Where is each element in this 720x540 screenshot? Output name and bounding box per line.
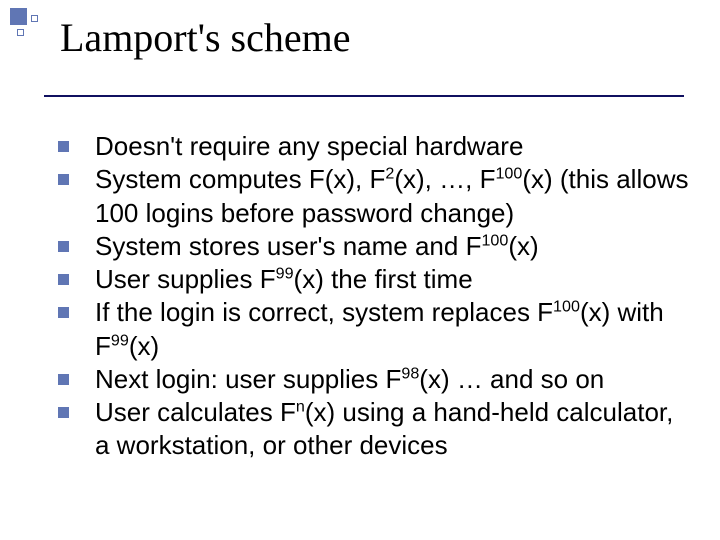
bullet-text: User supplies F99(x) the first time <box>95 263 692 296</box>
bullet-text: System stores user's name and F100(x) <box>95 230 692 263</box>
superscript: 100 <box>495 165 522 183</box>
slide-body: Doesn't require any special hardware Sys… <box>58 130 692 463</box>
list-item: System computes F(x), F2(x), …, F100(x) … <box>58 163 692 230</box>
bullet-icon <box>58 141 69 152</box>
bullet-icon <box>58 174 69 185</box>
superscript: 100 <box>481 231 508 249</box>
deco-square-large <box>10 8 27 25</box>
text-fragment: (x) … and so on <box>419 364 604 394</box>
text-fragment: System computes F(x), F <box>95 164 385 194</box>
text-fragment: User supplies F <box>95 264 276 294</box>
bullet-text: User calculates Fn(x) using a hand-held … <box>95 396 692 463</box>
text-fragment: If the login is correct, system replaces… <box>95 297 553 327</box>
superscript: 99 <box>111 331 129 349</box>
text-fragment: (x) <box>129 331 159 361</box>
list-item: Doesn't require any special hardware <box>58 130 692 163</box>
list-item: User calculates Fn(x) using a hand-held … <box>58 396 692 463</box>
text-fragment: (x) <box>508 231 538 261</box>
text-fragment: (x) the first time <box>294 264 473 294</box>
text-fragment: User calculates F <box>95 397 296 427</box>
slide-title: Lamport's scheme <box>60 14 350 61</box>
bullet-icon <box>58 274 69 285</box>
text-fragment: Next login: user supplies F <box>95 364 401 394</box>
corner-decoration <box>10 8 40 38</box>
bullet-icon <box>58 241 69 252</box>
bullet-text: Doesn't require any special hardware <box>95 130 692 163</box>
list-item: If the login is correct, system replaces… <box>58 296 692 363</box>
superscript: 2 <box>385 165 394 183</box>
deco-square-small-1 <box>31 15 38 22</box>
list-item: Next login: user supplies F98(x) … and s… <box>58 363 692 396</box>
bullet-text: If the login is correct, system replaces… <box>95 296 692 363</box>
bullet-icon <box>58 307 69 318</box>
bullet-icon <box>58 374 69 385</box>
title-underline <box>44 95 684 97</box>
text-fragment: System stores user's name and F <box>95 231 481 261</box>
bullet-text: System computes F(x), F2(x), …, F100(x) … <box>95 163 692 230</box>
superscript: n <box>296 397 305 415</box>
list-item: System stores user's name and F100(x) <box>58 230 692 263</box>
superscript: 98 <box>401 364 419 382</box>
slide: { "title": "Lamport's scheme", "bullets"… <box>0 0 720 540</box>
bullet-text: Next login: user supplies F98(x) … and s… <box>95 363 692 396</box>
bullet-icon <box>58 407 69 418</box>
superscript: 99 <box>276 264 294 282</box>
deco-square-small-2 <box>17 29 24 36</box>
list-item: User supplies F99(x) the first time <box>58 263 692 296</box>
text-fragment: (x), …, F <box>394 164 495 194</box>
superscript: 100 <box>553 298 580 316</box>
